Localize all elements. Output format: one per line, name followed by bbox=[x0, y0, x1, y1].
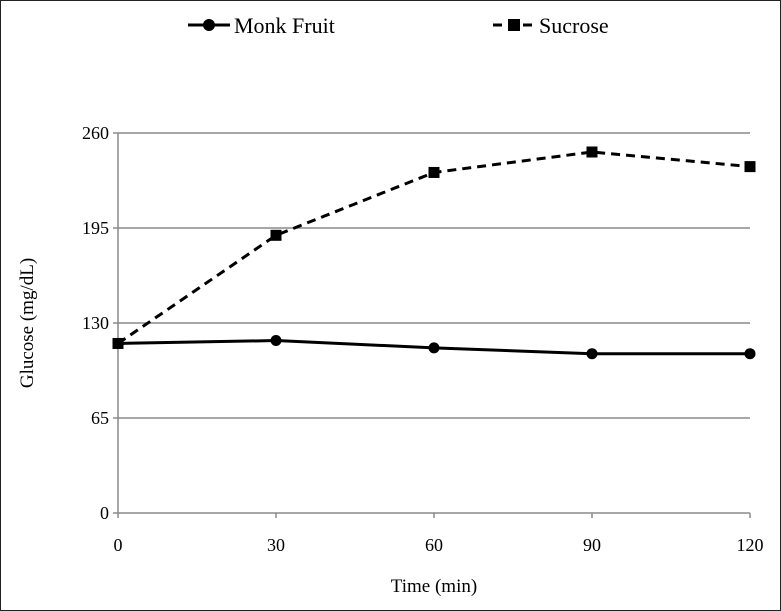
y-tick-label: 195 bbox=[82, 218, 109, 238]
y-tick-label: 130 bbox=[82, 313, 109, 333]
series-layer bbox=[112, 146, 756, 360]
legend-label: Monk Fruit bbox=[234, 13, 335, 38]
gridlines bbox=[118, 132, 750, 419]
data-point-circle bbox=[744, 348, 756, 360]
legend-marker-square bbox=[508, 19, 520, 31]
data-point-circle bbox=[112, 337, 124, 349]
y-tick-label: 65 bbox=[91, 408, 109, 428]
legend-marker-circle bbox=[203, 19, 215, 31]
series-line-sucrose bbox=[117, 150, 751, 345]
y-axis-label: Glucose (mg/dL) bbox=[17, 258, 38, 388]
data-point-circle bbox=[270, 335, 282, 347]
data-point-square bbox=[270, 229, 282, 241]
x-tick-label: 120 bbox=[737, 535, 764, 555]
data-point-square bbox=[586, 146, 598, 158]
legend-label: Sucrose bbox=[539, 13, 609, 38]
data-point-square bbox=[428, 166, 440, 178]
x-tick-label: 90 bbox=[583, 535, 601, 555]
x-tick-label: 60 bbox=[425, 535, 443, 555]
x-tick-label: 0 bbox=[114, 535, 123, 555]
x-tick-label: 30 bbox=[267, 535, 285, 555]
axes: 0 65 130 195 260 0 30 60 90 120 bbox=[82, 123, 764, 555]
x-axis-label: Time (min) bbox=[391, 576, 477, 597]
y-tick-label: 260 bbox=[82, 123, 109, 143]
data-point-square bbox=[744, 161, 756, 173]
data-point-circle bbox=[428, 342, 440, 354]
data-point-circle bbox=[586, 348, 598, 360]
legend: Monk Fruit Sucrose bbox=[188, 13, 609, 38]
y-tick-label: 0 bbox=[100, 503, 109, 523]
